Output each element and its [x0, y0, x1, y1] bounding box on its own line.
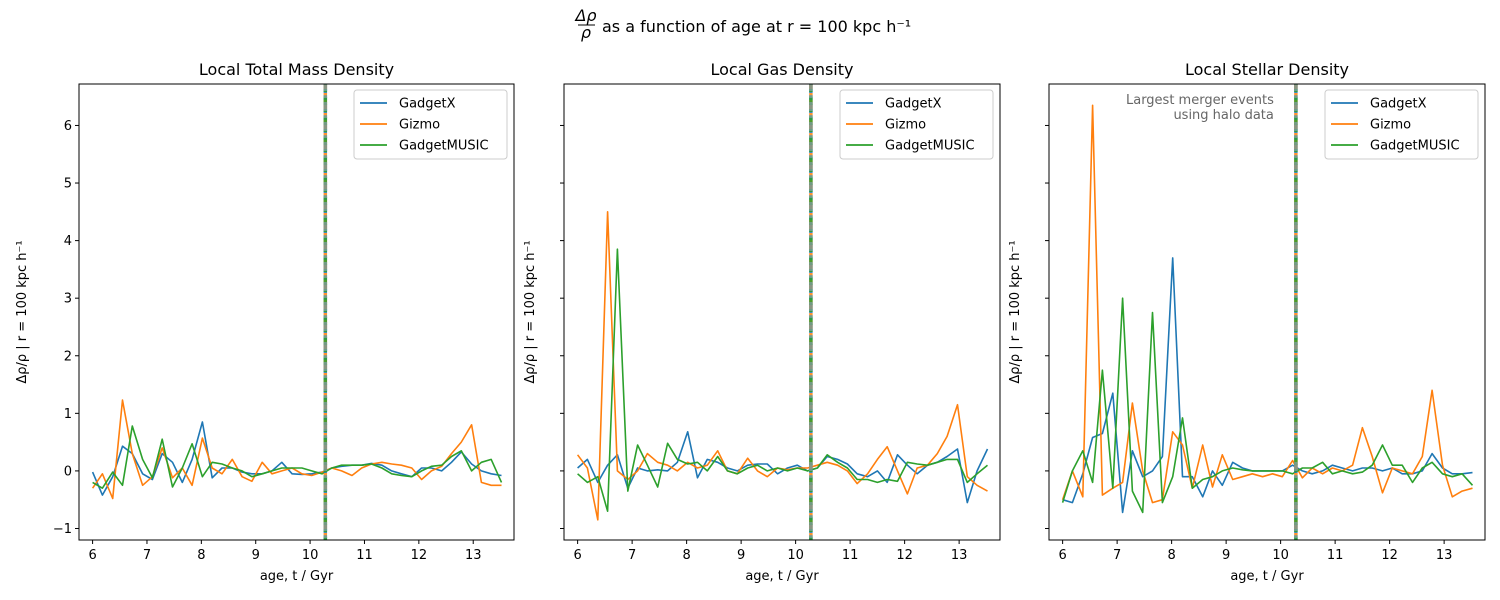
series-line-gizmo — [576, 211, 988, 521]
legend-label: Gizmo — [399, 118, 440, 133]
y-tick-label: 1 — [64, 407, 72, 422]
legend-label: GadgetMUSIC — [399, 139, 489, 154]
legend: GadgetX Gizmo GadgetMUSIC — [839, 89, 994, 160]
legend: GadgetX Gizmo GadgetMUSIC — [1324, 89, 1479, 160]
y-tick-label: −1 — [53, 522, 72, 537]
series-group — [1061, 104, 1474, 514]
legend-label: GadgetMUSIC — [1370, 139, 1460, 154]
suptitle-numerator: Δρ — [573, 6, 596, 25]
x-tick-label: 12 — [896, 548, 913, 563]
y-tick-label: 4 — [64, 234, 72, 249]
x-tick-label: 7 — [143, 548, 151, 563]
y-tick-label: 3 — [64, 292, 72, 307]
panel-title: Local Gas Density — [710, 60, 853, 79]
x-tick-label: 6 — [573, 548, 581, 563]
series-line-gizmo — [1061, 104, 1473, 504]
y-tick-label: 0 — [64, 464, 72, 479]
y-tick-label: 5 — [64, 177, 72, 192]
panel-title: Local Stellar Density — [1185, 60, 1349, 79]
series-line-gadgetmusic — [92, 425, 503, 490]
suptitle-text: as a function of age at r = 100 kpc h⁻¹ — [602, 17, 911, 36]
x-tick-label: 10 — [787, 548, 804, 563]
x-axis-label: age, t / Gyr — [260, 569, 334, 584]
axes-frame — [78, 83, 515, 541]
x-tick-label: 12 — [411, 548, 428, 563]
x-tick-label: 8 — [682, 548, 690, 563]
legend-label: Gizmo — [885, 118, 926, 133]
legend-label: Gizmo — [1370, 118, 1411, 133]
x-axis-label: age, t / Gyr — [745, 569, 819, 584]
series-line-gadgetmusic — [1061, 297, 1474, 514]
x-tick-label: 7 — [628, 548, 636, 563]
annotation-text: using halo data — [1173, 108, 1273, 123]
legend-box — [1324, 89, 1479, 160]
x-tick-label: 11 — [842, 548, 859, 563]
x-tick-label: 10 — [1272, 548, 1289, 563]
x-tick-label: 11 — [356, 548, 373, 563]
series-line-gizmo — [91, 399, 502, 500]
legend-label: GadgetX — [1370, 97, 1427, 112]
x-tick-label: 13 — [951, 548, 968, 563]
series-group — [91, 399, 503, 500]
x-tick-label: 9 — [252, 548, 260, 563]
x-tick-label: 12 — [1381, 548, 1398, 563]
y-tick-label: 2 — [64, 349, 72, 364]
suptitle-denominator: ρ — [581, 23, 591, 42]
x-axis-label: age, t / Gyr — [1230, 569, 1304, 584]
x-tick-label: 6 — [1058, 548, 1066, 563]
panel-gas-density: Local Gas Density 6 7 8 9 10 11 12 13 age, t / Gy… — [523, 60, 1001, 584]
figure-suptitle: Δρ ρ as a function of age at r = 100 kpc… — [573, 6, 911, 42]
axes-frame — [563, 83, 1001, 541]
legend-label: GadgetX — [399, 97, 456, 112]
y-axis-label: Δρ/ρ | r = 100 kpc h⁻¹ — [1008, 240, 1023, 383]
series-line-gadgetmusic — [577, 248, 989, 513]
panel-stellar-density: Local Stellar Density 6 7 8 9 10 11 12 13 age, t … — [1008, 60, 1486, 584]
annotation-text: Largest merger events — [1126, 93, 1274, 108]
series-line-gadgetx — [577, 430, 989, 504]
y-axis-label: Δρ/ρ | r = 100 kpc h⁻¹ — [523, 240, 538, 383]
legend-label: GadgetX — [885, 97, 942, 112]
x-tick-label: 8 — [1167, 548, 1175, 563]
series-line-gadgetx — [91, 421, 502, 496]
x-tick-label: 13 — [465, 548, 482, 563]
legend: GadgetX Gizmo GadgetMUSIC — [353, 89, 508, 160]
x-tick-label: 9 — [1222, 548, 1230, 563]
y-tick-label: 6 — [64, 119, 72, 134]
y-axis-label: Δρ/ρ | r = 100 kpc h⁻¹ — [15, 240, 30, 383]
panel-title: Local Total Mass Density — [199, 60, 394, 79]
axes-frame — [1048, 83, 1486, 541]
legend-label: GadgetMUSIC — [885, 139, 975, 154]
x-tick-label: 10 — [302, 548, 319, 563]
x-tick-label: 13 — [1436, 548, 1453, 563]
x-tick-label: 11 — [1327, 548, 1344, 563]
legend-box — [839, 89, 994, 160]
x-tick-label: 7 — [1113, 548, 1121, 563]
x-tick-label: 9 — [737, 548, 745, 563]
series-group — [576, 211, 989, 521]
x-tick-label: 8 — [197, 548, 205, 563]
legend-box — [353, 89, 508, 160]
x-tick-label: 6 — [88, 548, 96, 563]
